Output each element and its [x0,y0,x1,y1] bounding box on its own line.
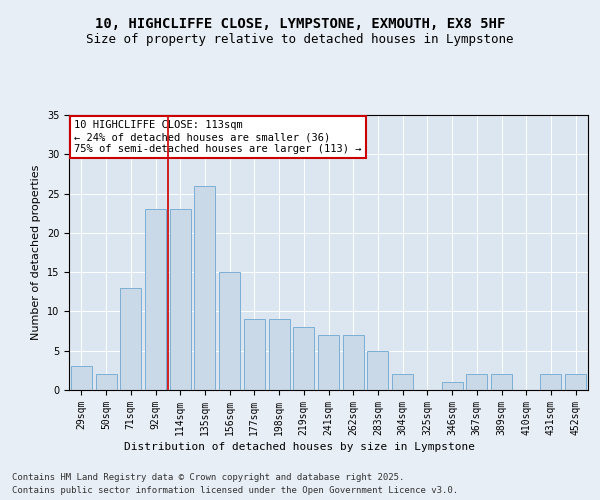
Text: 10 HIGHCLIFFE CLOSE: 113sqm
← 24% of detached houses are smaller (36)
75% of sem: 10 HIGHCLIFFE CLOSE: 113sqm ← 24% of det… [74,120,362,154]
Text: Contains HM Land Registry data © Crown copyright and database right 2025.: Contains HM Land Registry data © Crown c… [12,472,404,482]
Bar [219,272,240,390]
Bar [244,320,265,390]
Text: 10, HIGHCLIFFE CLOSE, LYMPSTONE, EXMOUTH, EX8 5HF: 10, HIGHCLIFFE CLOSE, LYMPSTONE, EXMOUTH… [95,18,505,32]
Bar [343,335,364,390]
Bar [170,210,191,390]
Bar [367,350,388,390]
Bar [95,374,116,390]
Bar [541,374,562,390]
Bar [491,374,512,390]
Text: Size of property relative to detached houses in Lympstone: Size of property relative to detached ho… [86,32,514,46]
Bar [442,382,463,390]
Bar [318,335,339,390]
Bar [466,374,487,390]
Bar [565,374,586,390]
Bar [120,288,141,390]
Text: Distribution of detached houses by size in Lympstone: Distribution of detached houses by size … [125,442,476,452]
Bar [269,320,290,390]
Y-axis label: Number of detached properties: Number of detached properties [31,165,41,340]
Bar [392,374,413,390]
Bar [71,366,92,390]
Bar [194,186,215,390]
Bar [293,327,314,390]
Bar [145,210,166,390]
Text: Contains public sector information licensed under the Open Government Licence v3: Contains public sector information licen… [12,486,458,495]
